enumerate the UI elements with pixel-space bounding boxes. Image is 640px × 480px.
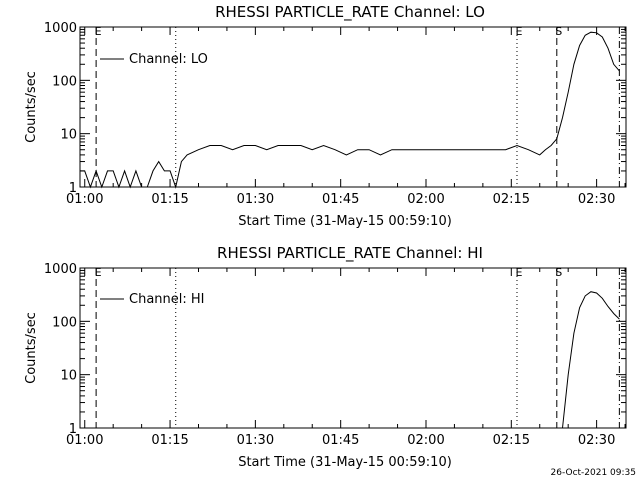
x-tick-label: 01:30: [237, 192, 274, 207]
x-tick-label: 02:30: [578, 192, 615, 207]
event-marker-label: S: [555, 266, 562, 279]
axis-ticks-lo: 01:00 01:15 01:30 01:45 02:00 02:15 02:30 1 10 10…: [44, 21, 626, 207]
legend-label-lo: Channel: LO: [129, 52, 208, 67]
y-tick-label: 10: [60, 128, 77, 143]
x-tick-label: 01:15: [151, 433, 188, 448]
x-tick-label: 02:15: [493, 433, 530, 448]
y-tick-label: 1000: [44, 21, 77, 36]
x-tick-label: 01:45: [322, 433, 359, 448]
axis-ticks-hi: 01:00 01:15 01:30 01:45 02:00 02:15 02:30 1 10 10…: [44, 262, 626, 448]
x-tick-label: 01:45: [322, 192, 359, 207]
generation-timestamp: 26-Oct-2021 09:35: [551, 468, 636, 478]
chart-title-hi: RHESSI PARTICLE_RATE Channel: HI: [217, 244, 483, 263]
series-line-lo: [80, 31, 620, 189]
x-tick-label: 01:00: [66, 192, 103, 207]
y-tick-label: 1: [69, 181, 77, 196]
y-tick-label: 100: [52, 74, 77, 89]
plot-frame-hi: [79, 267, 627, 429]
event-marker-label: E: [516, 25, 523, 38]
chart-title-lo: RHESSI PARTICLE_RATE Channel: LO: [215, 3, 485, 22]
x-tick-label: 02:15: [493, 192, 530, 207]
panel-lo: RHESSI PARTICLE_RATE Channel: LO Counts/…: [24, 3, 627, 229]
x-axis-label-lo: Start Time (31-May-15 00:59:10): [238, 214, 452, 229]
event-marker-label: E: [95, 25, 102, 38]
y-tick-label: 10: [60, 369, 77, 384]
plot-frame-lo: [79, 26, 627, 188]
panel-hi: RHESSI PARTICLE_RATE Channel: HI Counts/…: [24, 244, 627, 470]
x-tick-label: 01:15: [151, 192, 188, 207]
y-axis-label-hi: Counts/sec: [24, 312, 39, 384]
event-marker-label: S: [555, 25, 562, 38]
legend-label-hi: Channel: HI: [129, 292, 205, 307]
y-axis-label-lo: Counts/sec: [24, 71, 39, 143]
x-tick-label: 01:30: [237, 433, 274, 448]
y-tick-label: 100: [52, 315, 77, 330]
x-tick-label: 02:00: [407, 192, 444, 207]
event-marker-label: E: [95, 266, 102, 279]
event-marker-label: E: [516, 266, 523, 279]
x-tick-label: 01:00: [66, 433, 103, 448]
x-tick-label: 02:30: [578, 433, 615, 448]
y-tick-label: 1000: [44, 262, 77, 277]
x-axis-label-hi: Start Time (31-May-15 00:59:10): [238, 455, 452, 470]
series-line-hi: [562, 291, 620, 429]
x-tick-label: 02:00: [407, 433, 444, 448]
y-tick-label: 1: [69, 422, 77, 437]
